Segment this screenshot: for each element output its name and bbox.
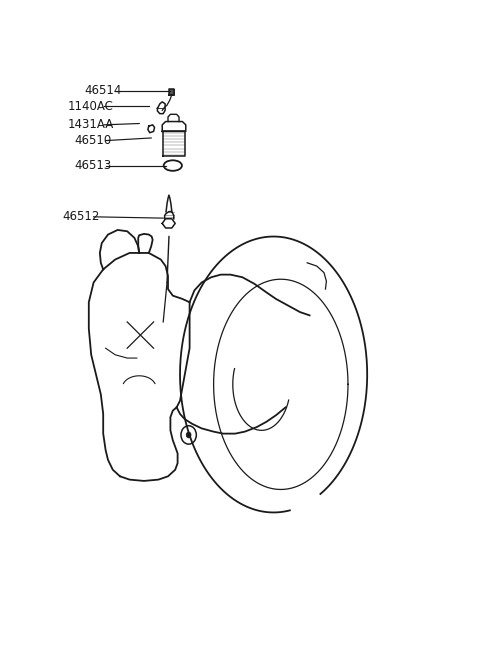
Text: 46514: 46514 (84, 84, 121, 97)
Text: 1140AC: 1140AC (67, 100, 113, 113)
Text: 1431AA: 1431AA (67, 118, 113, 131)
Polygon shape (169, 89, 174, 95)
Text: 46512: 46512 (62, 210, 100, 223)
Text: 46513: 46513 (74, 159, 112, 172)
Ellipse shape (186, 432, 191, 438)
Text: 46510: 46510 (74, 134, 112, 147)
